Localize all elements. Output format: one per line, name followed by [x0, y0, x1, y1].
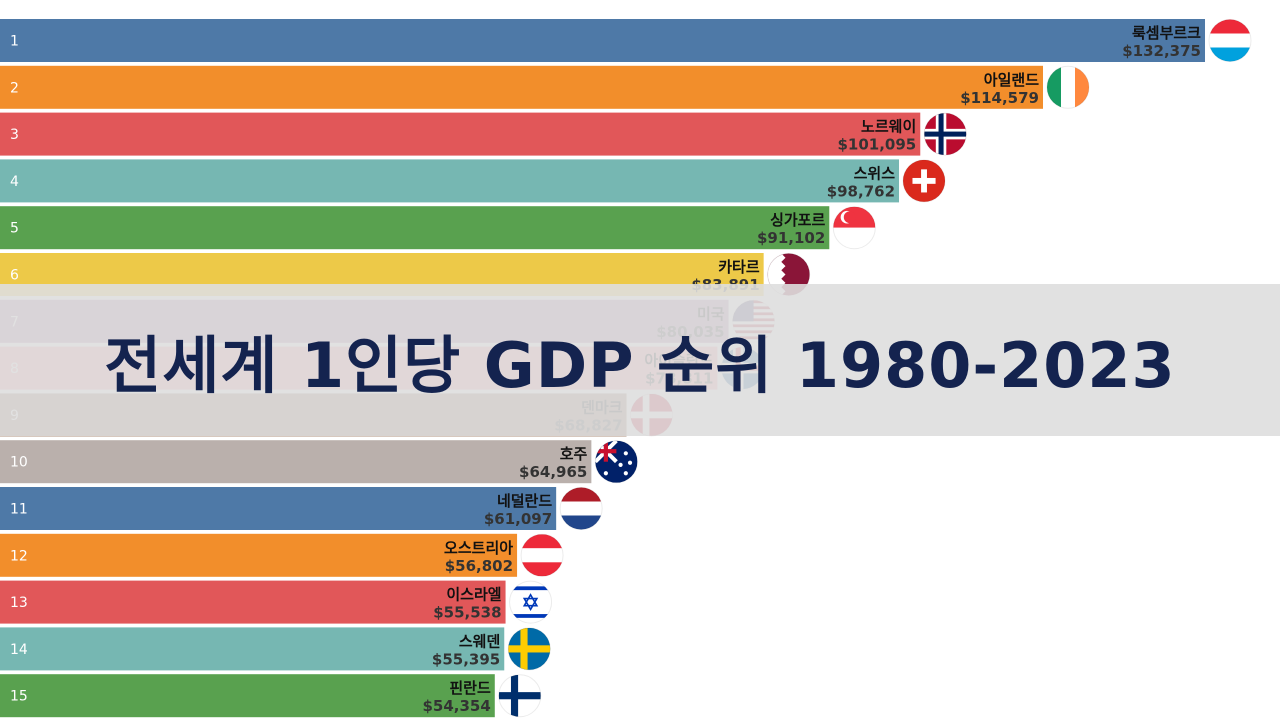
rank-label: 11 [10, 502, 28, 518]
bar [0, 580, 506, 624]
bar [0, 206, 830, 250]
luxembourg-flag-icon [1208, 19, 1252, 62]
value-label: $61,097 [484, 510, 552, 528]
bar [0, 440, 592, 484]
bar-row: 2 아일랜드$114,579 [0, 65, 1090, 109]
bar-row: 10 호주$64,965 [0, 440, 638, 484]
bar-row: 11 네덜란드$61,097 [0, 487, 603, 530]
bar-row: 5 싱가포르$91,102 [0, 206, 876, 250]
country-label: 스위스 [854, 164, 896, 182]
bar [0, 19, 1206, 62]
rank-label: 10 [10, 455, 28, 471]
rank-label: 1 [10, 34, 19, 50]
norway-flag-icon [923, 112, 967, 156]
bar-row: 15 핀란드$54,354 [0, 674, 542, 718]
value-label: $98,762 [827, 182, 895, 200]
country-label: 스웨덴 [459, 632, 500, 650]
rank-label: 4 [10, 174, 19, 190]
country-label: 카타르 [718, 258, 760, 276]
value-label: $132,375 [1122, 42, 1201, 60]
country-label: 핀란드 [449, 679, 491, 697]
chart-title: 전세계 1인당 GDP 순위 1980-2023 [104, 329, 1176, 402]
rank-label: 12 [10, 548, 28, 564]
netherlands-flag-icon [559, 487, 603, 530]
bar-row: 12 오스트리아$56,802 [0, 533, 564, 577]
bar-row: 13 이스라엘$55,538 [0, 580, 553, 624]
austria-flag-icon [520, 533, 564, 577]
country-label: 노르웨이 [861, 118, 916, 136]
bar [0, 112, 921, 156]
switzerland-flag-icon [902, 159, 946, 203]
country-label: 아일랜드 [984, 71, 1039, 89]
country-label: 싱가포르 [770, 211, 825, 229]
country-label: 네덜란드 [497, 492, 552, 510]
rank-label: 13 [10, 595, 28, 611]
sweden-flag-icon [507, 627, 551, 671]
country-label: 룩셈부르크 [1132, 24, 1201, 42]
rank-label: 6 [10, 268, 19, 284]
country-label: 이스라엘 [446, 586, 501, 604]
bar [0, 65, 1044, 109]
rank-label: 15 [10, 689, 28, 705]
value-label: $54,354 [422, 697, 490, 715]
bar-row: 14 스웨덴$55,395 [0, 627, 551, 671]
value-label: $55,538 [433, 604, 501, 622]
value-label: $101,095 [837, 136, 916, 154]
title-banner: 전세계 1인당 GDP 순위 1980-2023 [0, 284, 1280, 436]
australia-flag-icon [594, 440, 638, 484]
value-label: $55,395 [432, 650, 500, 668]
bar [0, 487, 557, 530]
singapore-flag-icon [832, 206, 876, 250]
bars-layer: 1 룩셈부르크$132,375 2 아일랜드$114,579 3 노르웨이$101,095… [0, 19, 1252, 718]
bar-row: 1 룩셈부르크$132,375 [0, 19, 1252, 62]
value-label: $91,102 [757, 229, 825, 247]
bar-row: 4 스위스$98,762 [0, 159, 946, 203]
value-label: $64,965 [519, 463, 587, 481]
bar [0, 674, 495, 718]
value-label: $56,802 [445, 557, 513, 575]
country-label: 호주 [560, 445, 588, 463]
israel-flag-icon [509, 580, 553, 624]
bar-row: 3 노르웨이$101,095 [0, 112, 967, 156]
rank-label: 14 [10, 642, 28, 658]
finland-flag-icon [498, 674, 542, 718]
rank-label: 2 [10, 80, 19, 96]
bar [0, 159, 900, 203]
rank-label: 5 [10, 221, 19, 237]
value-label: $114,579 [960, 89, 1039, 107]
ireland-flag-icon [1046, 65, 1090, 109]
bar [0, 627, 505, 671]
rank-label: 3 [10, 127, 19, 143]
country-label: 오스트리아 [444, 539, 513, 557]
bar [0, 533, 518, 577]
